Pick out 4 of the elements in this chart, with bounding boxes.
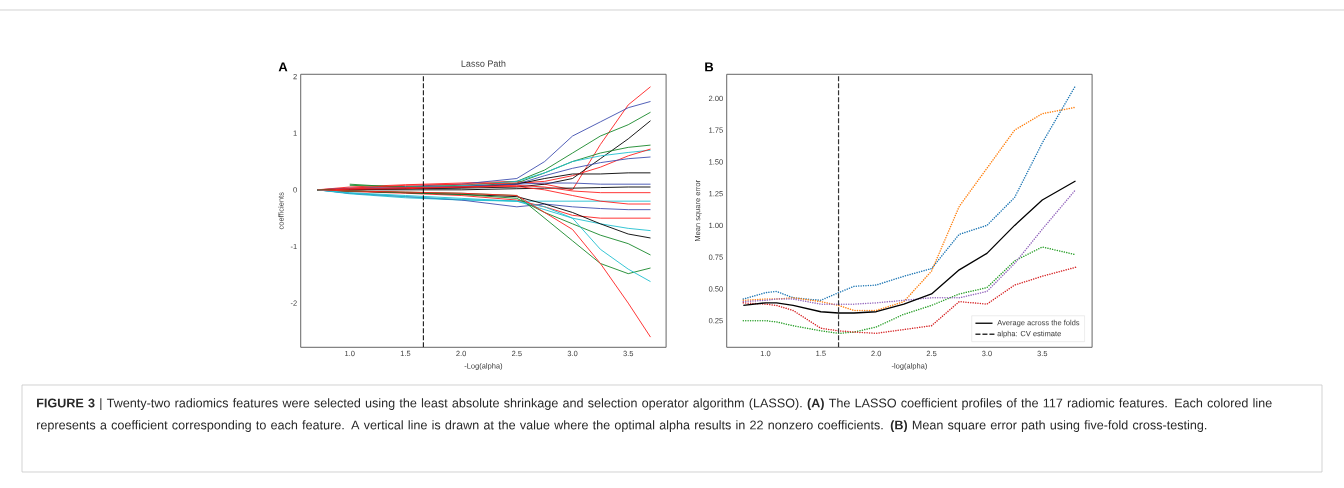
chart-title: Lasso Path (461, 60, 506, 67)
text: B (705, 62, 714, 72)
text: A (278, 62, 288, 72)
text: FIGURE 3 | Twenty-two radiomics features were selected using the least absolute shrinkage and selection operator algorithm (LASSO). (A) The LASSO coefficient profiles of the 117 radiomic features. Each colored line represents a coefficient corresponding to each feature. A vertical line is drawn at the value where the optimal alpha results in 22 nonzero coefficients. (B) Mean square error path using five-fold cross-testing. (37, 398, 1272, 432)
